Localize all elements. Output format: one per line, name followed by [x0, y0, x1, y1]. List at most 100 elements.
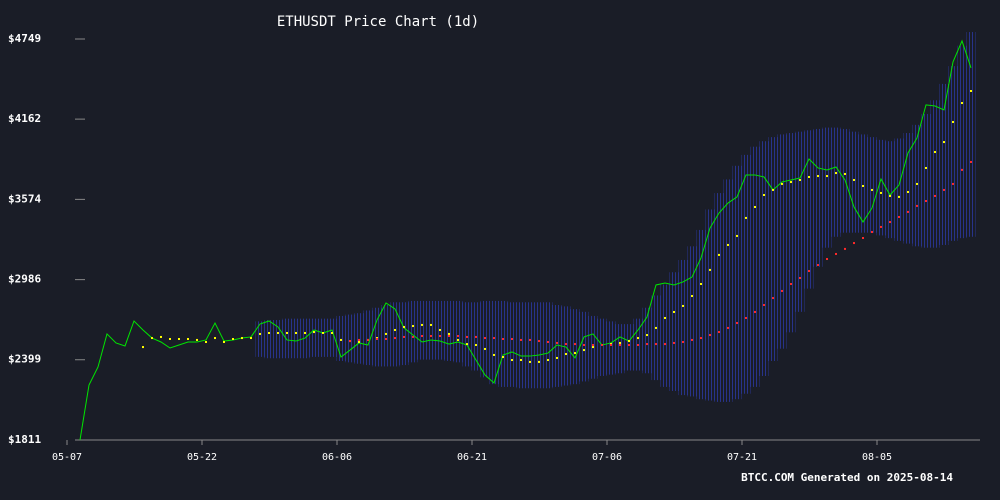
- ma-dot: [673, 341, 675, 344]
- ma-dot: [259, 332, 261, 335]
- ma-dot: [889, 194, 891, 197]
- x-tick-label: 07-21: [727, 452, 757, 463]
- ma-dot: [628, 344, 630, 347]
- bollinger-band: [327, 318, 337, 357]
- bollinger-band: [732, 165, 742, 400]
- ma-dot: [403, 335, 405, 338]
- ma-dot: [727, 326, 729, 329]
- ma-dot: [718, 331, 720, 334]
- ma-dot: [511, 359, 513, 362]
- y-tick-label: $2399: [8, 353, 41, 366]
- ma-dot: [430, 323, 432, 326]
- ma-dot: [511, 337, 513, 340]
- ma-dot: [142, 346, 144, 349]
- ma-dot: [484, 337, 486, 340]
- bollinger-band: [543, 302, 553, 389]
- ma-dot: [898, 215, 900, 218]
- ma-dot: [880, 191, 882, 194]
- x-tick-label: 05-07: [52, 452, 82, 463]
- ma-dot: [583, 349, 585, 352]
- bollinger-band: [534, 302, 544, 389]
- x-tick-label: 07-06: [592, 452, 622, 463]
- ma-dot: [952, 182, 954, 185]
- ma-dot: [907, 191, 909, 194]
- bollinger-band: [831, 127, 841, 237]
- ma-dot: [538, 340, 540, 343]
- bollinger-band: [930, 100, 940, 248]
- ma-dot: [646, 334, 648, 337]
- chart-title: ETHUSDT Price Chart (1d): [277, 14, 479, 30]
- ma-dot: [781, 182, 783, 185]
- bollinger-band: [408, 300, 418, 363]
- bollinger-band: [912, 124, 922, 247]
- bollinger-band: [822, 127, 832, 248]
- ma-dot: [934, 194, 936, 197]
- ma-dot: [799, 178, 801, 181]
- bollinger-band: [444, 300, 454, 361]
- bollinger-band: [363, 310, 373, 366]
- x-tick-label: 06-06: [322, 452, 352, 463]
- ma-dot: [961, 168, 963, 171]
- ma-dot: [736, 322, 738, 325]
- ma-dot: [502, 356, 504, 359]
- y-tick-label: $2986: [8, 273, 41, 286]
- bollinger-band: [426, 300, 436, 360]
- ma-dot: [421, 334, 423, 337]
- bollinger-band: [750, 146, 760, 387]
- ma-dot: [412, 335, 414, 338]
- ma-dot: [457, 338, 459, 341]
- y-tick-label: $3574: [8, 192, 41, 205]
- bollinger-band: [669, 272, 679, 392]
- ma-dot: [223, 341, 225, 344]
- ma-dot: [925, 166, 927, 169]
- bollinger-band: [813, 128, 823, 267]
- bollinger-band: [642, 307, 652, 374]
- ma-dot: [727, 243, 729, 246]
- ma-dot: [871, 230, 873, 233]
- bollinger-band: [687, 246, 697, 397]
- bollinger-band: [606, 321, 616, 375]
- ma-dot: [412, 325, 414, 328]
- ma-dot: [682, 341, 684, 344]
- bollinger-band: [705, 209, 715, 401]
- bollinger-band: [804, 130, 814, 289]
- ma-dot: [214, 337, 216, 340]
- ma-dot: [736, 234, 738, 237]
- bollinger-band: [516, 302, 526, 389]
- ma-dot: [403, 325, 405, 328]
- ma-dot: [961, 102, 963, 105]
- ma-dot: [457, 334, 459, 337]
- bollinger-band: [894, 138, 904, 241]
- bollinger-band: [264, 320, 274, 359]
- ma-dot: [871, 188, 873, 191]
- ma-dot: [178, 337, 180, 340]
- bollinger-band: [966, 32, 976, 237]
- bollinger-band: [678, 259, 688, 396]
- ma-dot: [700, 282, 702, 285]
- ma-dot: [295, 331, 297, 334]
- ma-dot: [772, 297, 774, 300]
- bollinger-band: [885, 141, 895, 239]
- ma-dot: [916, 204, 918, 207]
- bollinger-band: [795, 131, 805, 312]
- ma-dot: [970, 90, 972, 93]
- ma-dot: [574, 352, 576, 355]
- ma-dot: [619, 341, 621, 344]
- ma-dot: [907, 210, 909, 213]
- ma-dot: [520, 338, 522, 341]
- ma-dot: [475, 335, 477, 338]
- ma-dot: [205, 341, 207, 344]
- ma-dot: [565, 343, 567, 346]
- ma-dot: [952, 120, 954, 123]
- ma-dot: [394, 337, 396, 340]
- ma-dot: [277, 331, 279, 334]
- ma-dot: [547, 341, 549, 344]
- ma-dot: [475, 344, 477, 347]
- ma-dot: [817, 175, 819, 178]
- ma-dot: [745, 316, 747, 319]
- ma-dot: [565, 353, 567, 356]
- bollinger-band: [957, 45, 967, 239]
- ma-dot: [304, 331, 306, 334]
- ma-dot: [718, 253, 720, 256]
